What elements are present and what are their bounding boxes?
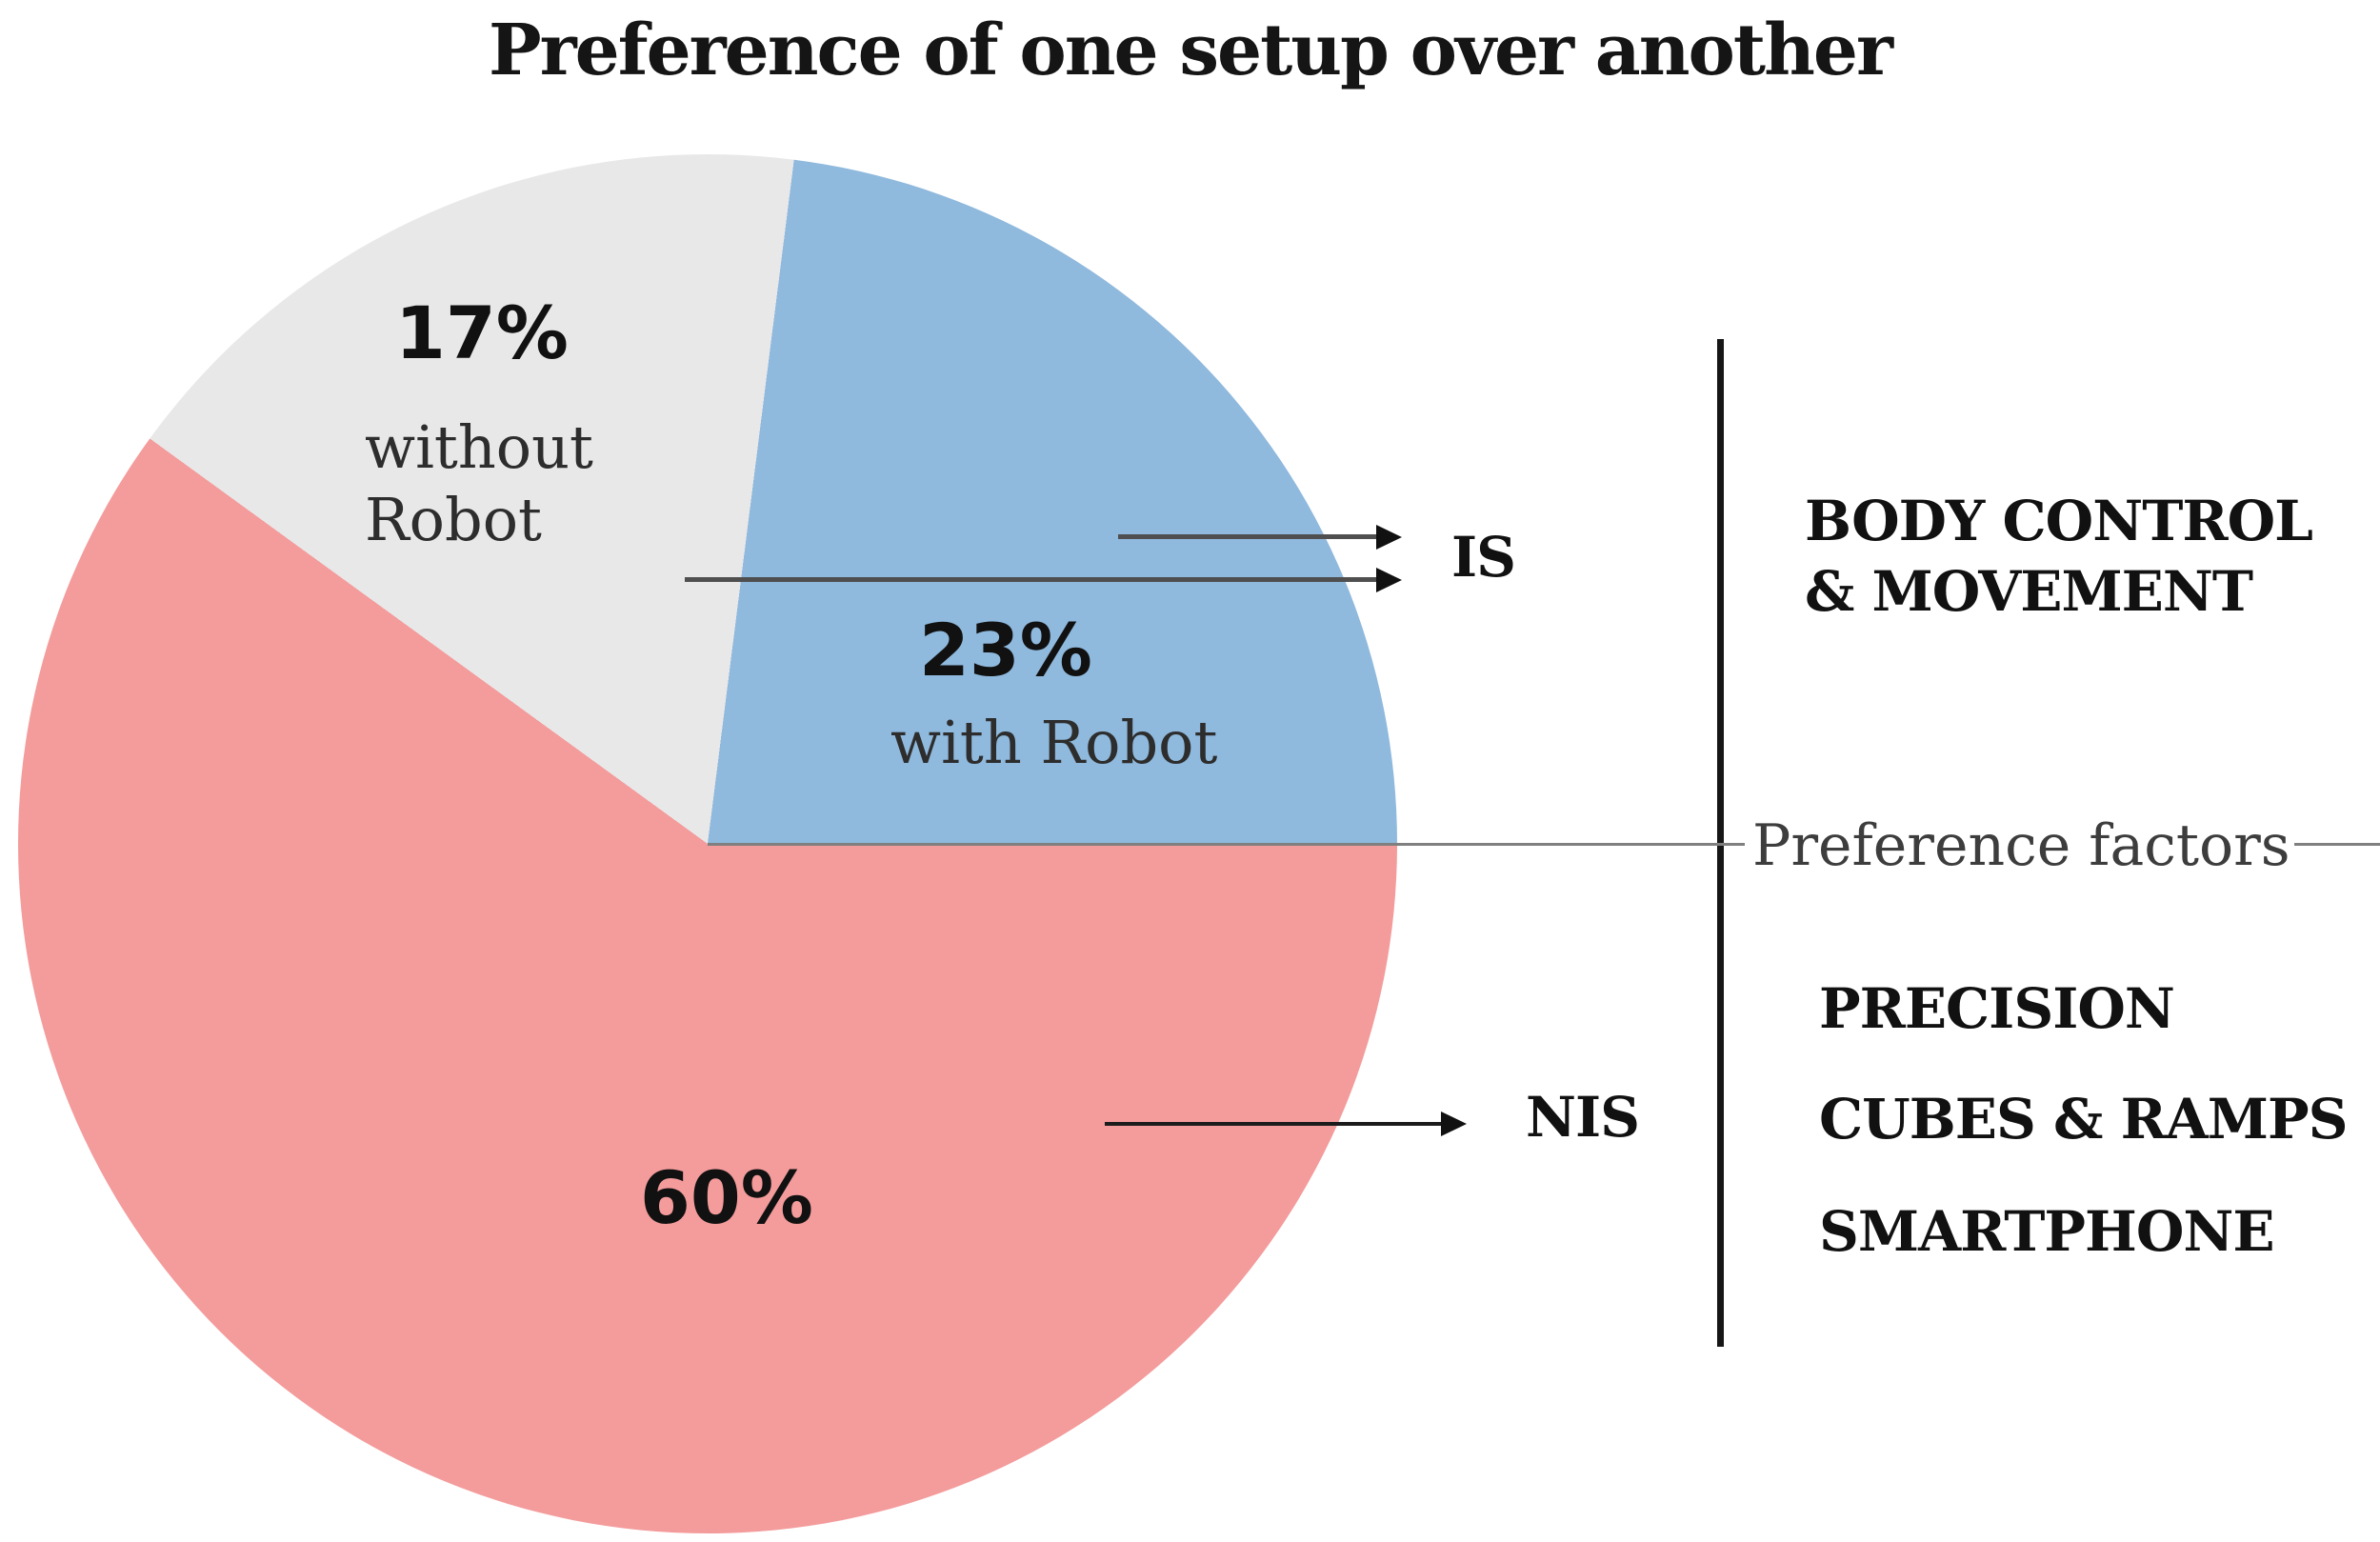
slice-value-nis: 60% (640, 1155, 813, 1240)
arrow-blue-slice-to-is (1118, 534, 1376, 539)
category-label-nis: NIS (1526, 1085, 1640, 1150)
preference-factors-axis-line (708, 843, 2380, 846)
is-factor-line2: & MOVEMENT (1805, 559, 2253, 624)
slice-value-without-robot: 17% (395, 290, 569, 375)
nis-factor-cubes-ramps: CUBES & RAMPS (1819, 1087, 2349, 1151)
is-factors-text: BODY CONTROL & MOVEMENT (1805, 486, 2313, 627)
slice-value-with-robot: 23% (919, 608, 1092, 692)
arrow-pink-slice-to-nis (1105, 1122, 1441, 1126)
nis-factor-smartphone: SMARTPHONE (1819, 1199, 2275, 1264)
is-factor-line1: BODY CONTROL (1805, 489, 2313, 553)
nis-factor-precision: PRECISION (1819, 976, 2175, 1041)
category-label-is: IS (1451, 525, 1516, 590)
arrow-gray-slice-to-is (685, 577, 1376, 582)
slice-label-with-robot: with Robot (890, 708, 1218, 777)
slice-label-without-robot: without Robot (365, 412, 593, 554)
chart-title: Preference of one setup over another (489, 10, 1893, 91)
preference-factors-label: Preference factors (1745, 815, 2294, 876)
